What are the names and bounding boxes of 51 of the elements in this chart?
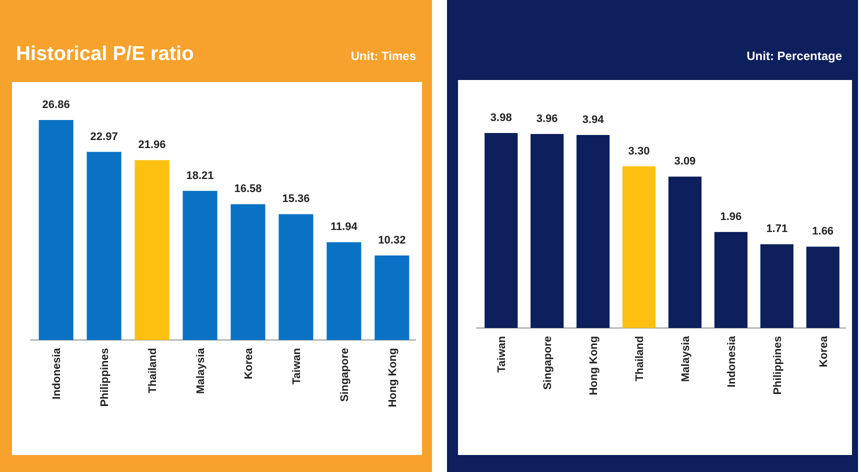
bar <box>484 133 518 328</box>
data-label: 16.58 <box>234 183 262 196</box>
bar <box>576 134 610 328</box>
bar <box>760 244 794 328</box>
bar <box>668 176 702 328</box>
data-label: 10.32 <box>378 234 406 246</box>
bar <box>530 134 564 328</box>
bar <box>278 214 314 340</box>
x-tick-label: Philippines <box>99 348 112 407</box>
data-label: 15.36 <box>282 193 310 206</box>
bar <box>622 166 656 328</box>
data-label: 3.30 <box>628 145 650 158</box>
data-label: 26.86 <box>42 99 70 111</box>
data-label: 1.66 <box>812 226 834 238</box>
data-label: 3.96 <box>536 112 558 125</box>
bar <box>714 232 748 328</box>
data-label: 1.96 <box>720 210 742 223</box>
bar <box>38 120 74 340</box>
bar <box>134 160 170 340</box>
x-tick-label: Taiwan <box>496 336 508 372</box>
data-label: 1.71 <box>766 223 788 236</box>
data-label: 3.94 <box>582 114 605 126</box>
data-label: 3.09 <box>674 156 696 168</box>
x-tick-label: Thailand <box>634 336 646 382</box>
bar <box>374 255 410 340</box>
x-tick-label: Korea <box>242 347 255 380</box>
x-tick-label: Malaysia <box>195 347 208 394</box>
x-tick-label: Singapore <box>338 348 351 402</box>
x-tick-label: Malaysia <box>680 335 692 382</box>
x-tick-label: Hong Kong <box>588 336 600 396</box>
chart-title: Historical P/E ratio <box>16 43 194 65</box>
bar <box>230 204 266 340</box>
text: Unit: Percentage <box>746 49 842 63</box>
bar <box>182 190 218 340</box>
x-tick-label: Hong Kong <box>386 348 399 408</box>
data-label: 21.96 <box>138 139 166 152</box>
x-tick-label: Philippines <box>772 336 784 395</box>
data-label: 18.21 <box>186 170 214 182</box>
data-label: 11.94 <box>330 221 358 234</box>
x-tick-label: Thailand <box>147 348 160 394</box>
x-tick-label: Korea <box>818 335 830 368</box>
x-tick-label: Taiwan <box>290 348 303 384</box>
x-tick-label: Singapore <box>542 336 554 390</box>
bar <box>806 246 840 328</box>
x-tick-label: Indonesia <box>726 335 738 388</box>
data-label: 3.98 <box>490 112 512 124</box>
bar <box>326 242 362 340</box>
text: Unit: Times <box>350 49 416 63</box>
x-tick-label: Indonesia <box>51 347 64 400</box>
data-label: 22.97 <box>90 130 118 143</box>
bar <box>86 152 122 340</box>
